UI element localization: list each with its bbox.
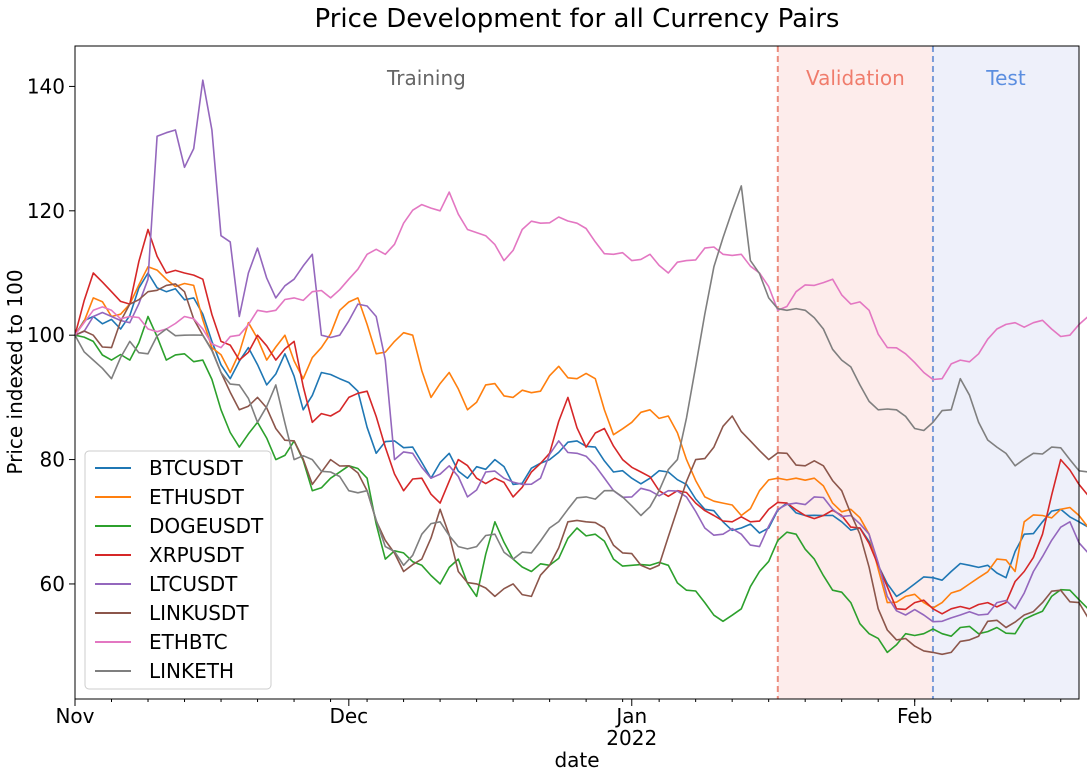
y-tick-label-80: 80 (40, 448, 65, 472)
y-axis-label: Price indexed to 100 (3, 269, 27, 474)
plot-frame (74, 45, 1080, 700)
legend-label-ethusdt: ETHUSDT (149, 485, 245, 509)
regions-layer: Training Validation Test (386, 46, 1079, 699)
series-line-ethbtc (74, 191, 1087, 381)
x-tick-label-dec: Dec (329, 704, 368, 728)
chart-title: Price Development for all Currency Pairs (315, 4, 840, 34)
series-line-xrpusdt (74, 228, 1087, 615)
y-tick-label-100: 100 (27, 323, 65, 347)
region-label-training: Training (386, 66, 466, 90)
y-tick-label-120: 120 (27, 199, 65, 223)
y-tick-label-140: 140 (27, 74, 65, 98)
series-line-ethusdt (74, 265, 1087, 609)
series-line-ltcusdt (74, 79, 1087, 623)
x-tick-label-nov: Nov (55, 704, 94, 728)
series-layer (74, 79, 1087, 656)
legend: BTCUSDT ETHUSDT DOGEUSDT XRPUSDT LTCUSDT LINK… (84, 450, 272, 690)
legend-label-ethbtc: ETHBTC (149, 630, 228, 654)
legend-label-ltcusdt: LTCUSDT (149, 572, 238, 596)
legend-box (84, 450, 272, 690)
legend-label-linketh: LINKETH (149, 659, 234, 683)
x-tick-label-feb: Feb (897, 704, 932, 728)
x-tick-sublabel-jan: 2022 (606, 726, 657, 750)
series-line-btcusdt (74, 272, 1087, 598)
legend-label-xrpusdt: XRPUSDT (149, 543, 244, 567)
legend-label-linkusdt: LINKUSDT (149, 601, 249, 625)
y-tick-label-60: 60 (40, 572, 65, 596)
region-label-validation: Validation (806, 66, 905, 90)
x-tick-label-jan: Jan (614, 704, 647, 728)
legend-label-btcusdt: BTCUSDT (149, 456, 243, 480)
region-band-validation (777, 46, 933, 699)
series-line-linketh (74, 185, 1087, 567)
series-line-linkusdt (74, 283, 1087, 656)
legend-label-dogeusdt: DOGEUSDT (149, 514, 264, 538)
x-axis-label: date (554, 748, 599, 772)
series-line-dogeusdt (74, 315, 1087, 654)
region-label-test: Test (985, 66, 1026, 90)
